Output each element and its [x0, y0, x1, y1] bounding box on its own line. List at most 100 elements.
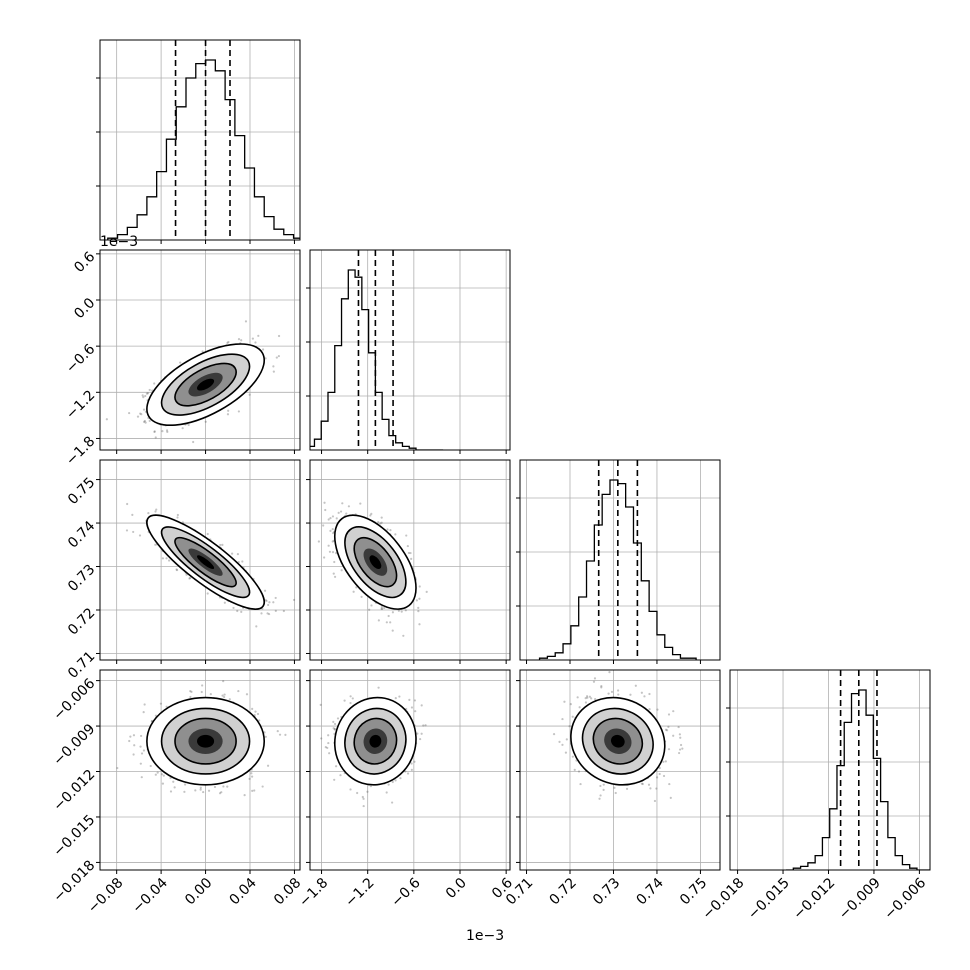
sample-point: [277, 334, 281, 338]
sample-point: [248, 393, 251, 396]
sample-point: [142, 408, 146, 411]
sample-point: [199, 788, 202, 791]
sample-point: [200, 690, 203, 694]
sample-point: [143, 419, 146, 423]
sample-point: [260, 612, 263, 615]
sample-point: [324, 508, 327, 512]
sample-point: [192, 440, 195, 444]
axes-frame: [309, 249, 511, 451]
sample-point: [155, 508, 158, 511]
sample-point: [213, 785, 217, 789]
sample-point: [341, 502, 344, 505]
sample-point: [226, 785, 229, 788]
sample-point: [327, 544, 330, 547]
sample-point: [409, 551, 412, 555]
sample-point: [139, 762, 142, 765]
axes-frame: [99, 39, 301, 241]
density-contour: [197, 555, 215, 570]
sample-point: [264, 599, 267, 602]
panel-2-1: [306, 459, 511, 664]
sample-point: [347, 505, 351, 508]
sample-point: [328, 550, 332, 553]
sample-point: [190, 690, 193, 694]
sample-point: [201, 350, 204, 353]
sample-point: [207, 789, 211, 792]
sample-point: [256, 712, 260, 716]
sample-point: [223, 695, 226, 699]
density-contour: [196, 378, 215, 391]
sample-point: [132, 753, 135, 756]
panel-3-1: [306, 669, 511, 874]
sample-point: [199, 786, 202, 789]
sample-point: [391, 611, 394, 614]
sample-point: [241, 560, 244, 563]
sample-point: [370, 512, 373, 515]
sample-point: [154, 773, 157, 776]
sample-point: [222, 680, 225, 683]
sample-point: [323, 556, 326, 559]
sample-point: [272, 365, 275, 368]
sample-point: [175, 568, 178, 571]
sample-point: [147, 512, 150, 515]
sample-point: [244, 320, 248, 323]
sample-point: [394, 533, 397, 536]
sample-point: [116, 766, 119, 770]
sample-point: [165, 429, 169, 432]
sample-point: [179, 361, 182, 364]
sample-point: [352, 590, 355, 593]
sample-point: [165, 557, 168, 560]
sample-point: [131, 513, 134, 516]
sample-point: [323, 501, 326, 504]
sample-point: [381, 607, 384, 611]
sample-point: [251, 337, 254, 340]
sample-point: [261, 348, 265, 351]
sample-point: [140, 413, 143, 416]
sample-point: [331, 515, 335, 518]
sample-point: [140, 752, 144, 755]
sample-point: [379, 522, 382, 525]
gridlines: [100, 40, 300, 240]
sample-point: [142, 749, 146, 752]
sample-point: [380, 605, 383, 609]
sample-point: [268, 601, 271, 604]
sample-point: [331, 551, 335, 554]
sample-point: [136, 415, 140, 418]
sample-point: [143, 703, 146, 706]
sample-point: [418, 623, 421, 626]
sample-point: [333, 560, 336, 564]
sample-point: [209, 692, 212, 696]
sample-point: [276, 730, 279, 733]
sample-point: [149, 764, 152, 768]
sample-point: [175, 568, 179, 572]
sample-point: [267, 603, 270, 607]
sample-point: [275, 356, 278, 359]
sample-point: [237, 560, 240, 564]
sample-point: [418, 585, 421, 588]
sample-point: [143, 420, 146, 423]
sample-point: [267, 612, 271, 616]
sample-point: [240, 339, 243, 342]
sample-point: [148, 419, 151, 422]
sample-point: [139, 745, 142, 748]
sample-point: [377, 520, 380, 524]
sample-point: [391, 629, 394, 632]
panel-3-0: [96, 669, 301, 874]
sample-point: [144, 394, 147, 398]
sample-point: [156, 771, 159, 774]
panel-1-1: [306, 249, 511, 454]
sample-point: [206, 532, 209, 536]
sample-point: [138, 534, 142, 537]
sample-point: [417, 606, 420, 610]
sample-point: [161, 557, 165, 560]
sample-point: [397, 609, 400, 612]
sample-point: [274, 596, 277, 600]
sample-point: [145, 392, 149, 395]
axes-frame: [309, 459, 511, 661]
sample-point: [245, 693, 249, 696]
sample-point: [389, 528, 392, 532]
sample-point: [219, 543, 222, 547]
sample-point: [223, 601, 226, 604]
sample-point: [144, 421, 147, 424]
axes-frame: [99, 249, 301, 451]
sample-point: [226, 413, 230, 416]
